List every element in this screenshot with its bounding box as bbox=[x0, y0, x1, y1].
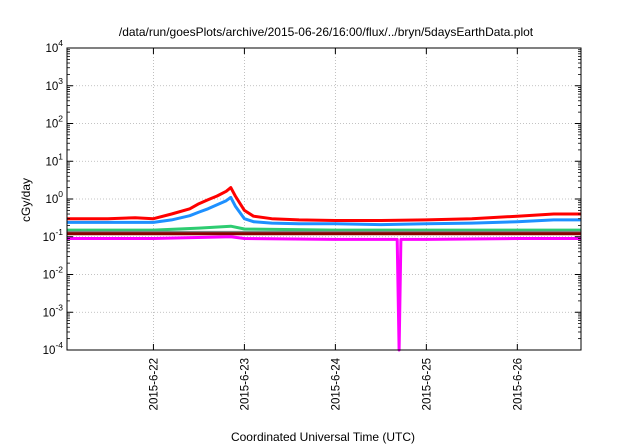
plot-frame bbox=[66, 47, 582, 351]
y-tick-label: 103 bbox=[45, 76, 63, 93]
x-tick-label: 2015-6-22 bbox=[148, 358, 160, 410]
y-tick-label: 10-4 bbox=[43, 340, 64, 357]
series-line-6 bbox=[67, 235, 581, 352]
y-tick-label: 100 bbox=[45, 189, 63, 206]
x-tick-label: 2015-6-25 bbox=[421, 358, 433, 410]
y-tick-label: 101 bbox=[45, 151, 63, 168]
y-tick-label: 102 bbox=[45, 114, 63, 131]
x-tick-label: 2015-6-24 bbox=[330, 357, 342, 410]
grid bbox=[67, 48, 581, 350]
y-tick-label: 10-1 bbox=[43, 227, 64, 244]
x-axis-label: Coordinated Universal Time (UTC) bbox=[231, 430, 415, 444]
x-tick-label: 2015-6-26 bbox=[512, 358, 524, 410]
x-ticks: 2015-6-22 2015-6-23 2015-6-24 2015-6-25 2015… bbox=[148, 48, 524, 410]
chart-title: /data/run/goesPlots/archive/2015-06-26/1… bbox=[119, 25, 534, 39]
series-layer bbox=[67, 186, 581, 352]
series-line-2 bbox=[67, 195, 581, 227]
y-axis-label: cGy/day bbox=[19, 178, 33, 222]
y-tick-label: 104 bbox=[45, 38, 63, 55]
series-line-3 bbox=[67, 224, 581, 232]
y-tick-label: 10-3 bbox=[43, 302, 64, 319]
y-tick-label: 10-2 bbox=[43, 265, 64, 282]
series-line-1 bbox=[67, 186, 581, 222]
y-ticks: 10-4 10-3 10-2 10-1 100 101 102 103 104 bbox=[43, 38, 581, 357]
x-tick-label: 2015-6-23 bbox=[239, 358, 251, 410]
